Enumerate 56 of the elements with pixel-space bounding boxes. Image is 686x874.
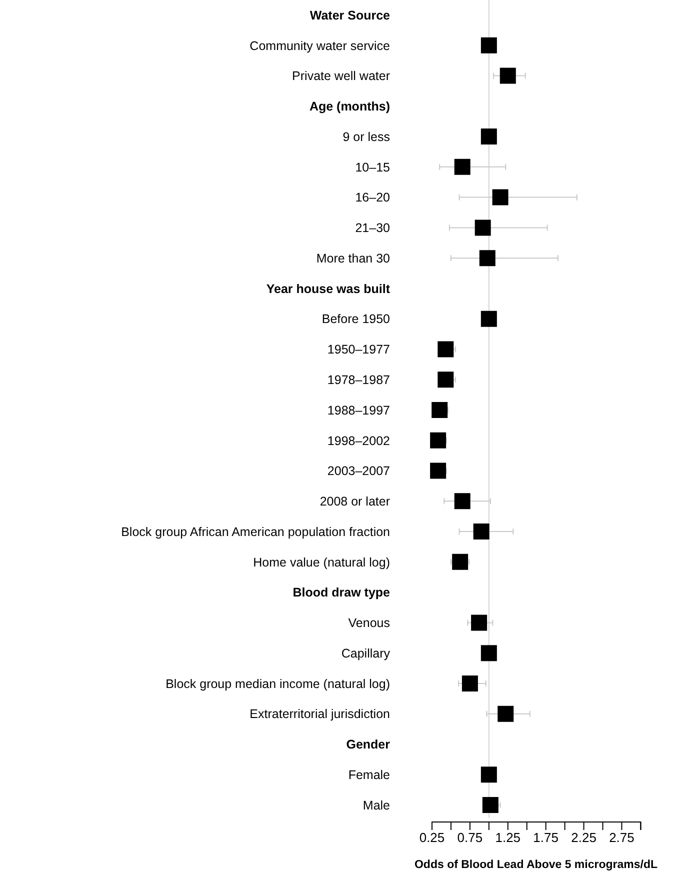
y-tick-label: 16–20 bbox=[355, 190, 390, 205]
y-tick-label: Private well water bbox=[292, 69, 390, 84]
y-tick-label: Year house was built bbox=[266, 282, 391, 296]
point bbox=[498, 706, 514, 722]
y-tick-label: Extraterritorial jurisdiction bbox=[250, 707, 390, 722]
y-tick-label: Blood draw type bbox=[292, 586, 390, 600]
point bbox=[479, 250, 496, 266]
y-tick-label: Male bbox=[362, 798, 390, 812]
y-tick-label: 9 or less bbox=[342, 130, 390, 144]
x-tick-label: 2.75 bbox=[609, 830, 634, 846]
y-tick-label: More than 30 bbox=[316, 251, 390, 266]
y-tick-label: Block group African American population fraction bbox=[121, 524, 390, 539]
x-tick-label: 0.25 bbox=[419, 830, 445, 846]
y-tick-label: Age (months) bbox=[309, 100, 390, 114]
point bbox=[480, 766, 497, 783]
point bbox=[480, 128, 497, 145]
point bbox=[454, 493, 470, 510]
y-tick-label: 1950–1977 bbox=[327, 342, 390, 357]
x-tick-label: 1.75 bbox=[533, 830, 558, 846]
point bbox=[480, 37, 497, 54]
y-tick-label: Before 1950 bbox=[322, 312, 390, 326]
y-tick-label: 21–30 bbox=[355, 221, 390, 236]
point bbox=[492, 189, 508, 206]
point bbox=[430, 462, 446, 479]
x-tick-label: 1.25 bbox=[495, 830, 521, 846]
point bbox=[480, 645, 497, 662]
point bbox=[482, 797, 498, 813]
point bbox=[452, 554, 468, 570]
y-tick-label: Block group median income (natural log) bbox=[166, 676, 390, 691]
y-tick-label: Capillary bbox=[341, 646, 391, 660]
point bbox=[462, 675, 478, 692]
y-tick-label: Community water service bbox=[250, 38, 390, 53]
point bbox=[471, 614, 488, 631]
point bbox=[473, 524, 490, 540]
y-tick-label: 1998–2002 bbox=[327, 434, 390, 448]
x-tick-label: 2.25 bbox=[571, 830, 596, 846]
x-axis-title: Odds of Blood Lead Above 5 micrograms/dL bbox=[414, 859, 658, 871]
point bbox=[480, 310, 497, 327]
point bbox=[474, 220, 491, 236]
y-tick-label: Home value (natural log) bbox=[253, 555, 390, 570]
y-tick-label: Venous bbox=[348, 616, 390, 630]
y-tick-label: 2008 or later bbox=[320, 494, 390, 509]
y-tick-label: Gender bbox=[346, 738, 390, 752]
y-tick-label: 2003–2007 bbox=[327, 464, 390, 478]
point bbox=[432, 402, 448, 418]
y-tick-label: 1978–1987 bbox=[327, 372, 390, 387]
y-tick-label: 10–15 bbox=[355, 160, 390, 174]
point bbox=[438, 372, 454, 388]
y-tick-label: Female bbox=[348, 768, 390, 782]
point bbox=[430, 432, 446, 448]
point bbox=[454, 158, 470, 175]
point bbox=[500, 68, 516, 84]
y-tick-label: Water Source bbox=[310, 8, 390, 22]
y-tick-label: 1988–1997 bbox=[327, 403, 390, 418]
x-tick-label: 0.75 bbox=[457, 830, 483, 846]
point bbox=[438, 341, 454, 358]
